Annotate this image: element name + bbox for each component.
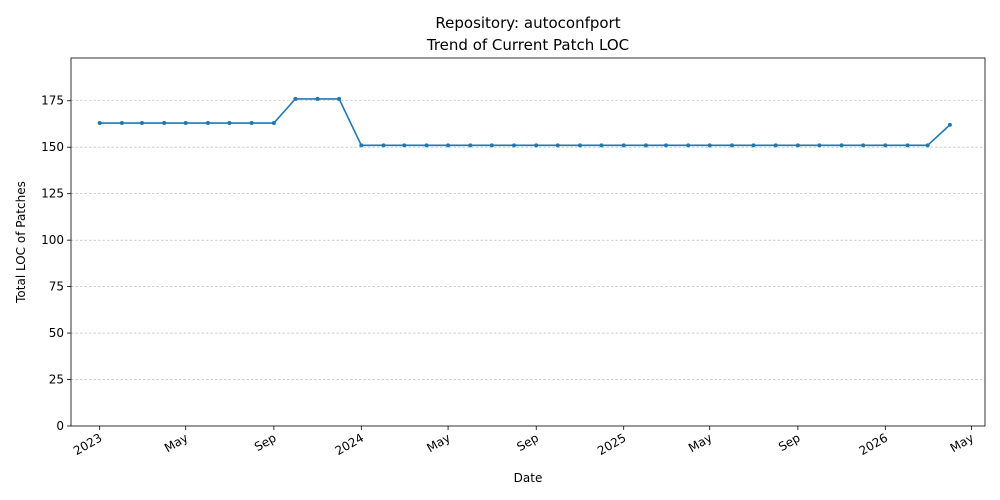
data-point bbox=[359, 143, 364, 148]
data-point bbox=[686, 143, 691, 148]
data-point bbox=[883, 143, 888, 148]
data-point bbox=[119, 121, 124, 126]
data-point bbox=[337, 96, 342, 101]
data-point bbox=[381, 143, 386, 148]
plot-frame bbox=[70, 57, 986, 427]
y-tick-label: 50 bbox=[49, 326, 64, 340]
grid-lines bbox=[71, 100, 985, 380]
data-point bbox=[555, 143, 560, 148]
y-axis: 0 25 50 75 100 125 150 175 bbox=[41, 94, 71, 433]
data-point bbox=[97, 121, 102, 126]
x-tick-label: Sep bbox=[514, 431, 541, 454]
data-point bbox=[947, 122, 952, 127]
y-axis-label: Total LOC of Patches bbox=[14, 181, 28, 304]
data-point bbox=[489, 143, 494, 148]
chart-subtitle: Trend of Current Patch LOC bbox=[426, 36, 629, 54]
series-line bbox=[99, 98, 951, 147]
y-tick-label: 125 bbox=[41, 187, 64, 201]
x-tick-label: May bbox=[424, 431, 452, 456]
data-point bbox=[925, 143, 930, 148]
series-group bbox=[97, 96, 952, 148]
x-tick-label: May bbox=[948, 431, 976, 456]
y-tick-label: 75 bbox=[49, 280, 64, 294]
data-point bbox=[663, 143, 668, 148]
data-point bbox=[162, 121, 167, 126]
data-point bbox=[599, 143, 604, 148]
y-tick-label: 25 bbox=[49, 373, 64, 387]
y-tick-label: 100 bbox=[41, 233, 64, 247]
data-point bbox=[751, 143, 756, 148]
data-point bbox=[249, 121, 254, 126]
data-point bbox=[402, 143, 407, 148]
data-point bbox=[139, 121, 144, 126]
data-point bbox=[227, 121, 232, 126]
data-point bbox=[205, 121, 210, 126]
data-point bbox=[446, 143, 451, 148]
data-point bbox=[577, 143, 582, 148]
x-tick-label: 2026 bbox=[857, 431, 890, 458]
data-point bbox=[621, 143, 626, 148]
data-point bbox=[905, 143, 910, 148]
data-point bbox=[512, 143, 517, 148]
data-point bbox=[424, 143, 429, 148]
x-axis-label: Date bbox=[514, 471, 543, 485]
chart-title: Repository: autoconfport bbox=[435, 14, 620, 32]
x-tick-label: Sep bbox=[776, 431, 803, 454]
data-point bbox=[861, 143, 866, 148]
data-point bbox=[839, 143, 844, 148]
data-point bbox=[315, 96, 320, 101]
data-point bbox=[817, 143, 822, 148]
data-point bbox=[534, 143, 539, 148]
y-tick-label: 0 bbox=[56, 419, 64, 433]
y-tick-label: 175 bbox=[41, 94, 64, 108]
data-point bbox=[293, 96, 298, 101]
data-point bbox=[729, 143, 734, 148]
x-axis: 2023 May Sep 2024 May Sep 2025 May Sep 2026 May bbox=[71, 426, 976, 458]
data-point bbox=[773, 143, 778, 148]
x-tick-label: 2025 bbox=[595, 431, 628, 458]
x-tick-label: 2023 bbox=[71, 431, 104, 458]
x-tick-label: May bbox=[162, 431, 190, 456]
y-tick-label: 150 bbox=[41, 140, 64, 154]
data-point bbox=[271, 121, 276, 126]
data-point bbox=[183, 121, 188, 126]
x-tick-label: Sep bbox=[252, 431, 279, 454]
data-point bbox=[707, 143, 712, 148]
data-point bbox=[468, 143, 473, 148]
x-tick-label: May bbox=[686, 431, 714, 456]
data-point bbox=[795, 143, 800, 148]
x-tick-label: 2024 bbox=[333, 431, 366, 458]
data-point bbox=[643, 143, 648, 148]
